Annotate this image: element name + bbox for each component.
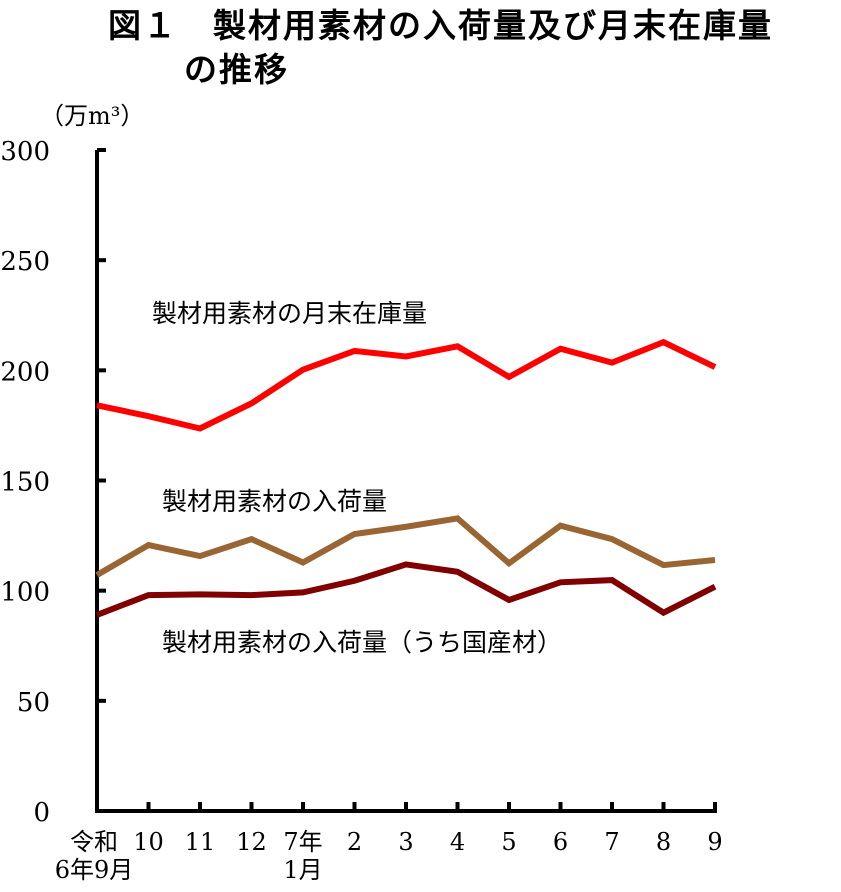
x-tick-label: 10 xyxy=(133,828,164,856)
x-tick-label: 2 xyxy=(347,828,362,856)
y-tick-label: 0 xyxy=(33,798,50,828)
y-tick-label: 250 xyxy=(0,247,50,277)
x-tick-label: 3 xyxy=(398,828,413,856)
x-tick-label: 7年 xyxy=(283,828,322,856)
y-tick-label: 300 xyxy=(0,137,50,167)
series-line-0 xyxy=(96,338,717,432)
x-tick-label: 12 xyxy=(236,828,267,856)
y-tick-label: 100 xyxy=(0,578,50,608)
series-line-2 xyxy=(95,561,717,618)
x-tick-label: 4 xyxy=(450,828,465,856)
y-tick-label: 150 xyxy=(0,468,50,498)
x-tick-label: 5 xyxy=(501,828,516,856)
x-tick-label: 令和 xyxy=(70,828,118,856)
series-label-2: 製材用素材の入荷量（うち国産材） xyxy=(162,628,562,657)
chart-title: 図１ 製材用素材の入荷量及び月末在庫量 の推移 xyxy=(108,4,838,92)
x-tick-label: 1月 xyxy=(283,856,322,884)
series-label-0: 製材用素材の月末在庫量 xyxy=(152,299,427,328)
y-tick-label: 200 xyxy=(0,357,50,387)
x-tick-label: 9 xyxy=(707,828,722,856)
y-axis-unit-label: （万m³） xyxy=(40,102,144,130)
y-tick-label: 50 xyxy=(17,688,50,718)
chart-title-line2: の推移 xyxy=(184,50,289,89)
x-tick-label: 7 xyxy=(604,828,619,856)
chart-title-line1: 図１ 製材用素材の入荷量及び月末在庫量 xyxy=(108,6,773,45)
x-tick-label: 6年9月 xyxy=(55,856,134,884)
x-tick-label: 6 xyxy=(553,828,568,856)
series-label-1: 製材用素材の入荷量 xyxy=(162,487,387,516)
x-tick-label: 8 xyxy=(656,828,671,856)
x-tick-label: 11 xyxy=(185,828,216,856)
